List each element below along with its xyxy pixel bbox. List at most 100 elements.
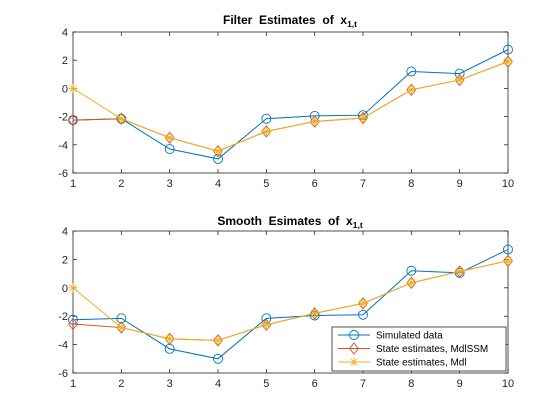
data-point-ssm <box>261 318 272 331</box>
data-point-ssm <box>406 83 417 97</box>
legend-marker-mdl <box>349 357 359 367</box>
y-tick-label: 0 <box>62 83 68 95</box>
plot-area <box>72 31 509 174</box>
x-tick-label: 2 <box>118 378 124 390</box>
x-tick-label: 3 <box>167 178 173 190</box>
data-point-sim <box>406 265 417 276</box>
y-tick-label: -2 <box>58 311 68 323</box>
data-point-ssm <box>309 307 320 320</box>
x-tick-label: 5 <box>263 178 269 190</box>
data-point-mdl <box>358 113 368 123</box>
data-point-mdl <box>310 308 320 318</box>
data-point-ssm <box>213 144 223 158</box>
data-point-ssm <box>358 297 368 310</box>
series-line-sim <box>72 49 509 160</box>
title-subscript: 1,t <box>347 19 357 29</box>
data-point-mdl <box>455 75 465 85</box>
x-tick-label: 4 <box>215 178 221 190</box>
y-tick-label: -6 <box>58 168 68 180</box>
x-tick-label: 7 <box>360 178 366 190</box>
legend-marker-sim <box>349 330 359 340</box>
x-tick-label: 5 <box>263 378 269 390</box>
data-point-sim <box>213 353 223 364</box>
x-tick-label: 9 <box>457 378 463 390</box>
series-line-mdl <box>72 260 509 341</box>
data-point-ssm <box>503 254 513 268</box>
data-point-mdl <box>116 323 126 333</box>
data-point-sim <box>358 309 368 320</box>
data-point-sim <box>164 144 175 154</box>
y-tick-label: 4 <box>62 226 68 238</box>
data-point-mdl <box>503 256 513 266</box>
data-point-mdl <box>116 114 126 124</box>
title-variable: x <box>340 13 347 27</box>
data-point-ssm <box>164 332 175 346</box>
title-variable: x <box>346 214 353 228</box>
x-tick-label: 6 <box>312 378 318 390</box>
x-tick-label: 1 <box>70 178 76 190</box>
title-subscript: 1,t <box>353 220 363 230</box>
data-point-ssm <box>213 334 223 347</box>
x-tick-label: 3 <box>167 378 173 390</box>
y-tick-label: -2 <box>58 112 68 124</box>
data-point-ssm <box>68 317 78 331</box>
y-tick-label: 2 <box>62 254 68 266</box>
filter-estimates-title: Filter Estimates of x1,t <box>223 13 357 29</box>
x-tick-label: 4 <box>215 378 221 390</box>
title-prefix: Filter Estimates of <box>223 13 340 27</box>
x-tick-label: 6 <box>312 178 318 190</box>
data-point-sim <box>503 44 513 55</box>
x-tick-label: 10 <box>502 378 514 390</box>
title-prefix: Smooth Esimates of <box>217 214 346 228</box>
data-point-mdl <box>261 320 271 330</box>
data-point-ssm <box>503 55 513 68</box>
x-tick-label: 2 <box>118 178 124 190</box>
y-tick-label: -4 <box>58 140 68 152</box>
data-point-sim <box>406 66 417 77</box>
data-point-mdl <box>68 83 78 93</box>
data-point-mdl <box>68 283 78 293</box>
x-tick-label: 7 <box>360 378 366 390</box>
data-point-ssm <box>261 125 272 138</box>
legend-marker-ssm <box>349 342 359 355</box>
data-point-mdl <box>503 57 513 67</box>
plot-area <box>72 230 509 374</box>
x-tick-label: 8 <box>408 178 414 190</box>
data-point-mdl <box>406 278 416 288</box>
legend-label-ssm: State estimates, MdlSSM <box>376 344 488 355</box>
x-tick-label: 1 <box>70 378 76 390</box>
data-point-mdl <box>165 334 175 344</box>
y-tick-label: 4 <box>62 27 68 39</box>
smooth-estimates-axes: 1 2 3 4 5 6 7 8 9 10 -6 -4 -2 0 2 4 Simulated data State … <box>58 214 514 390</box>
data-point-mdl <box>455 266 465 276</box>
y-tick-label: -4 <box>58 340 68 352</box>
y-tick-label: 2 <box>62 55 68 67</box>
smooth-estimates-title: Smooth Esimates of x1,t <box>217 214 362 230</box>
legend-label-sim: Simulated data <box>376 331 443 342</box>
x-tick-label: 8 <box>408 378 414 390</box>
data-point-sim <box>116 313 127 324</box>
data-point-mdl <box>213 146 223 156</box>
data-point-ssm <box>164 131 175 144</box>
x-tick-label: 9 <box>457 178 463 190</box>
filter-estimates-axes: 1 2 3 4 5 6 7 8 9 10 -6 -4 -2 0 2 4 Filter Estimates of… <box>58 13 514 190</box>
data-point-mdl <box>213 335 223 345</box>
legend-label-mdl: State estimates, Mdl <box>376 358 467 369</box>
data-point-mdl <box>406 85 416 95</box>
x-tick-label: 10 <box>502 178 514 190</box>
data-point-mdl <box>165 133 175 143</box>
data-point-sim <box>503 244 513 255</box>
data-point-ssm <box>406 276 417 290</box>
series-line-mdl <box>72 61 509 152</box>
data-point-mdl <box>310 117 320 127</box>
legend: Simulated data State estimates, MdlSSM Sta… <box>331 326 507 372</box>
data-point-ssm <box>454 73 465 87</box>
data-point-mdl <box>261 126 271 136</box>
data-point-ssm <box>309 115 320 128</box>
y-tick-label: -6 <box>58 368 68 380</box>
data-point-sim <box>261 113 272 124</box>
data-point-mdl <box>358 298 368 308</box>
data-point-ssm <box>68 113 78 127</box>
y-tick-label: 0 <box>62 283 68 295</box>
